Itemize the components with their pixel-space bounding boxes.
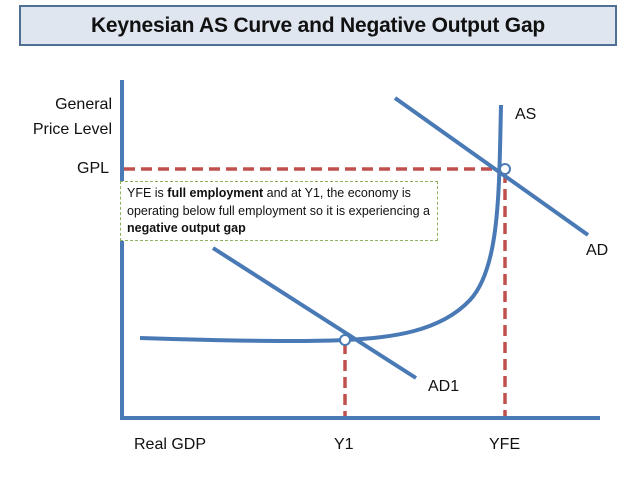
note-bold-negative-output-gap: negative output gap bbox=[127, 221, 246, 235]
y1-label: Y1 bbox=[334, 436, 354, 453]
y-axis-label-line2: Price Level bbox=[32, 121, 112, 138]
as-curve bbox=[139, 104, 503, 344]
note-bold-full-employment: full employment bbox=[167, 186, 264, 200]
ad-label: AD bbox=[586, 242, 609, 259]
annotation-box: YFE is full employment and at Y1, the ec… bbox=[120, 181, 438, 241]
equilibrium-point-yfe bbox=[499, 163, 511, 175]
y-axis-label: General Price Level bbox=[22, 92, 112, 142]
x-axis-label: Real GDP bbox=[134, 436, 207, 453]
diagram-title: Keynesian AS Curve and Negative Output G… bbox=[90, 13, 546, 37]
equilibrium-point-y1 bbox=[339, 334, 351, 346]
note-text-1: YFE is bbox=[127, 186, 168, 200]
title-box: Keynesian AS Curve and Negative Output G… bbox=[19, 5, 617, 46]
note-text-2: and at Y1, the economy is operating belo… bbox=[127, 186, 430, 218]
ad1-label: AD1 bbox=[428, 378, 460, 395]
as-label: AS bbox=[515, 106, 537, 123]
y-axis-label-line1: General bbox=[55, 96, 112, 113]
ad1-curve bbox=[211, 246, 418, 380]
yfe-label: YFE bbox=[489, 436, 521, 453]
ad-curve bbox=[393, 96, 590, 237]
gpl-label: GPL bbox=[77, 160, 110, 177]
